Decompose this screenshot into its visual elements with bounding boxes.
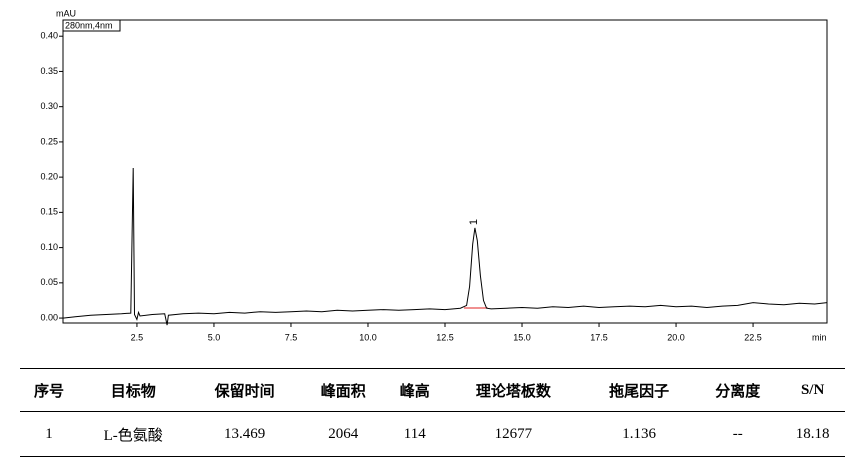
signal-line bbox=[62, 167, 828, 326]
y-tick-label: 0.30 bbox=[40, 101, 58, 111]
y-axis-label: mAU bbox=[56, 8, 76, 18]
cell: L-色氨酸 bbox=[77, 411, 189, 457]
x-axis-label: min bbox=[812, 332, 827, 342]
y-tick-label: 0.15 bbox=[40, 207, 58, 217]
cell: 12677 bbox=[443, 411, 584, 457]
y-tick-label: 0.40 bbox=[40, 31, 58, 41]
table-row: 1 L-色氨酸 13.469 2064 114 12677 1.136 -- 18.18 bbox=[20, 411, 845, 457]
x-tick-label: 15.0 bbox=[513, 332, 531, 342]
cell: 1.136 bbox=[583, 411, 696, 457]
y-tick-label: 0.10 bbox=[40, 242, 58, 252]
header-cell: 目标物 bbox=[77, 368, 189, 412]
table-body: 1 L-色氨酸 13.469 2064 114 12677 1.136 -- 18.18 bbox=[20, 411, 845, 457]
header-cell: S/N bbox=[780, 368, 845, 412]
header-cell: 峰面积 bbox=[300, 368, 386, 412]
header-cell: 拖尾因子 bbox=[583, 368, 696, 412]
y-tick-label: 0.05 bbox=[40, 277, 58, 287]
cell: 114 bbox=[385, 411, 444, 457]
x-tick-label: 7.5 bbox=[285, 332, 298, 342]
cell: 2064 bbox=[300, 411, 386, 457]
legend-entry: 280nm,4nm bbox=[65, 20, 113, 30]
cell: 13.469 bbox=[188, 411, 301, 457]
cell: 18.18 bbox=[780, 411, 845, 457]
cell: 1 bbox=[20, 411, 78, 457]
x-tick-label: 17.5 bbox=[590, 332, 608, 342]
cell: -- bbox=[695, 411, 781, 457]
header-cell: 分离度 bbox=[695, 368, 781, 412]
x-tick-label: 5.0 bbox=[208, 332, 221, 342]
result-table: 序号 目标物 保留时间 峰面积 峰高 理论塔板数 拖尾因子 分离度 S/N 1 L-色氨酸 13.4… bbox=[20, 368, 845, 457]
plot-frame bbox=[62, 19, 828, 324]
x-tick-label: 10.0 bbox=[359, 332, 377, 342]
y-tick-label: 0.00 bbox=[40, 312, 58, 322]
x-tick-label: 22.5 bbox=[744, 332, 762, 342]
x-tick-label: 20.0 bbox=[667, 332, 685, 342]
peak-label: 1 bbox=[468, 219, 480, 225]
x-tick-label: 2.5 bbox=[131, 332, 144, 342]
y-tick-label: 0.25 bbox=[40, 136, 58, 146]
y-tick-label: 0.35 bbox=[40, 66, 58, 76]
x-tick-label: 12.5 bbox=[436, 332, 454, 342]
y-tick-label: 0.20 bbox=[40, 172, 58, 182]
table-header: 序号 目标物 保留时间 峰面积 峰高 理论塔板数 拖尾因子 分离度 S/N bbox=[20, 368, 845, 412]
header-cell: 保留时间 bbox=[188, 368, 301, 412]
header-cell: 序号 bbox=[20, 368, 78, 412]
header-cell: 峰高 bbox=[385, 368, 444, 412]
header-cell: 理论塔板数 bbox=[443, 368, 584, 412]
chart: mAU min 280nm,4nm 1 0.00 0.05 0.10 0.15 0.20… bbox=[40, 8, 828, 342]
legend-box bbox=[62, 19, 121, 32]
